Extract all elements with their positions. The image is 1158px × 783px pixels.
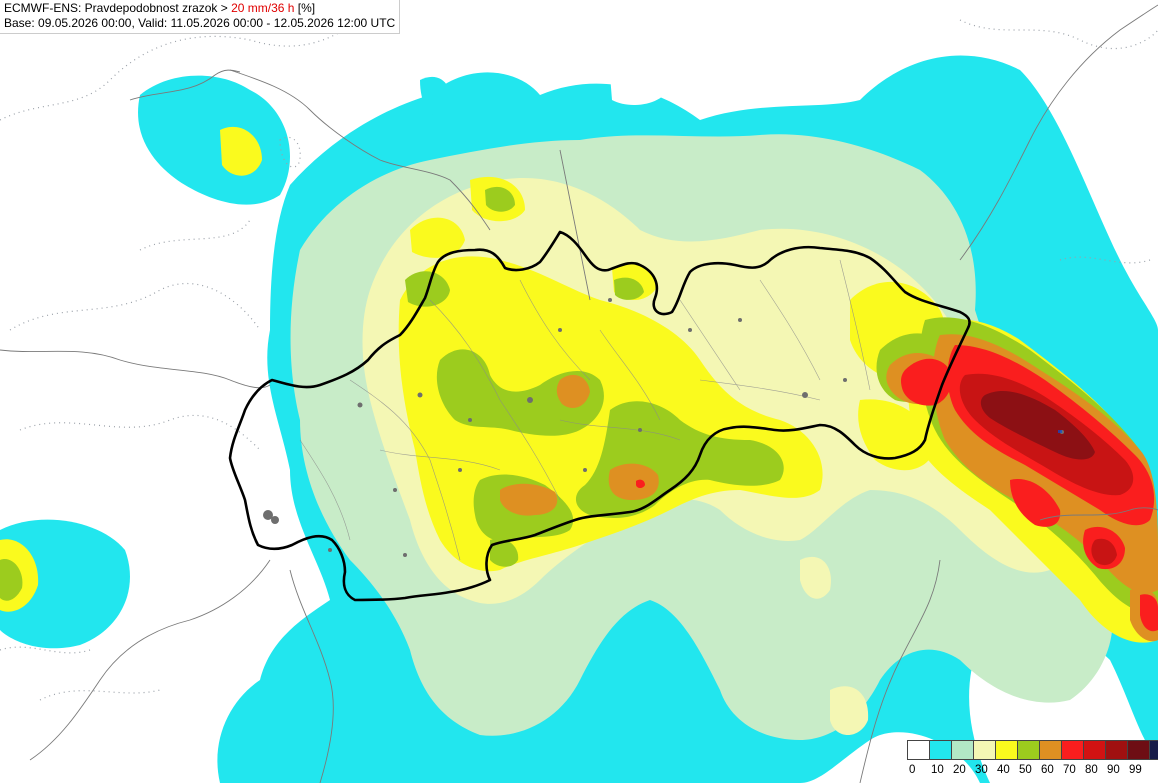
- lake-markers: [1058, 430, 1062, 433]
- map-header: ECMWF-ENS: Pravdepodobnost zrazok > 20 m…: [0, 0, 401, 34]
- map-title: ECMWF-ENS: Pravdepodobnost zrazok > 20 m…: [4, 1, 395, 16]
- legend-swatch: [930, 741, 952, 759]
- slovakia-border: [228, 230, 971, 602]
- legend-swatch: [908, 741, 930, 759]
- legend-label: 30: [975, 764, 988, 776]
- district-lines: [299, 259, 871, 561]
- legend-label: 70: [1063, 764, 1076, 776]
- legend-label: 90: [1107, 764, 1120, 776]
- title-threshold: 20 mm/36 h: [231, 1, 295, 15]
- legend-swatch: [1084, 741, 1106, 759]
- legend-swatch: [974, 741, 996, 759]
- legend-swatch: [952, 741, 974, 759]
- legend-swatch: [1040, 741, 1062, 759]
- map-subtitle: Base: 09.05.2026 00:00, Valid: 11.05.202…: [4, 16, 396, 30]
- legend-label: 60: [1041, 764, 1054, 776]
- legend-label: 99: [1129, 764, 1142, 776]
- legend-label: 50: [1019, 764, 1032, 776]
- legend-swatch: [1128, 741, 1150, 759]
- dotted-contours: [0, 19, 1158, 701]
- city-markers: [263, 298, 1064, 557]
- legend-label: 80: [1085, 764, 1098, 776]
- legend-label: 10: [931, 764, 944, 776]
- legend-label: 20: [953, 764, 966, 776]
- maroon-field: [980, 390, 1095, 460]
- legend-swatches: [907, 740, 1158, 760]
- legend-swatch: [1150, 741, 1158, 759]
- color-legend: 0 10 20 30 40 50 60 70 80 90 99: [907, 740, 1158, 780]
- legend-labels: 0 10 20 30 40 50 60 70 80 90 99: [907, 764, 1147, 780]
- legend-swatch: [1106, 741, 1128, 759]
- legend-label: 40: [997, 764, 1010, 776]
- title-suffix: [%]: [294, 1, 316, 15]
- title-prefix: ECMWF-ENS: Pravdepodobnost zrazok >: [4, 1, 232, 15]
- legend-swatch: [1018, 741, 1040, 759]
- legend-swatch: [1062, 741, 1084, 759]
- legend-label: 0: [909, 764, 916, 776]
- legend-swatch: [996, 741, 1018, 759]
- thin-borders: [0, 4, 1158, 783]
